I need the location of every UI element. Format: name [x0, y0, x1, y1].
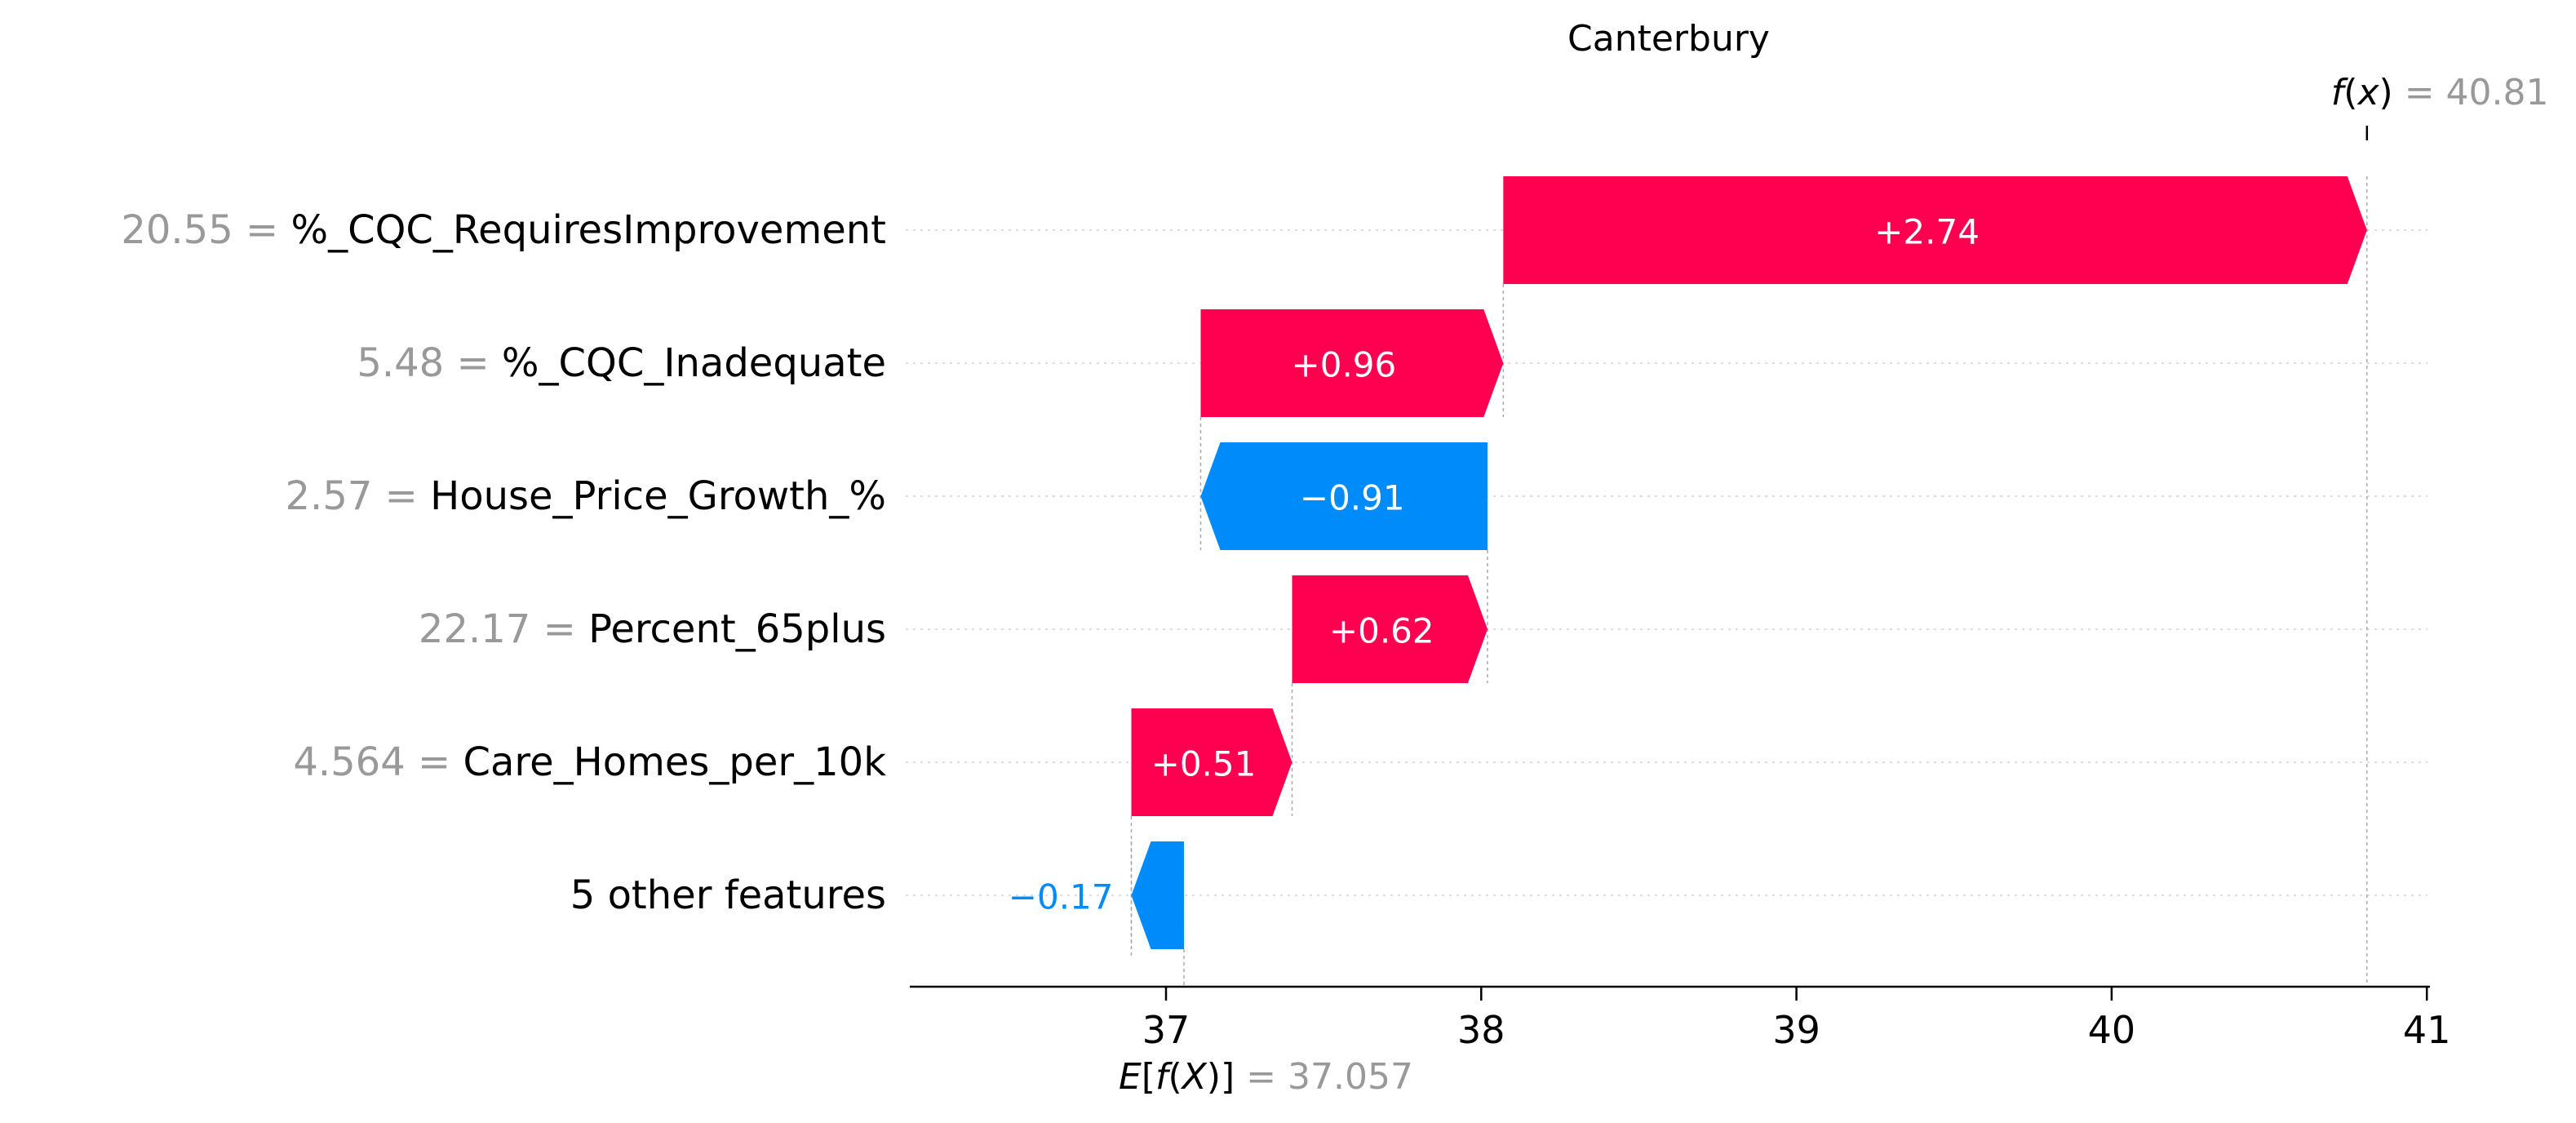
x-tick-label: 37 — [1142, 1008, 1190, 1052]
feature-label: 2.57 = House_Price_Growth_% — [286, 473, 886, 519]
feature-value: 5.48 = — [357, 340, 502, 386]
contribution-label: −0.91 — [1300, 478, 1405, 518]
x-tick-label: 41 — [2403, 1008, 2451, 1052]
contribution-bar — [1131, 841, 1185, 949]
ex-label-var: X — [1181, 1056, 1208, 1098]
feature-name: 5 other features — [570, 872, 886, 918]
feature-name: House_Price_Growth_% — [430, 473, 886, 519]
contribution-bar — [1503, 176, 2367, 284]
contribution-bars: +2.74 +0.96 −0.91 +0.62 +0.51 −0.17 — [1009, 176, 2367, 949]
feature-name: Care_Homes_per_10k — [463, 739, 886, 785]
ex-label-func: E — [1119, 1056, 1142, 1098]
fx-label: f(x) = 40.81 — [2331, 72, 2549, 113]
feature-name: Percent_65plus — [588, 606, 886, 652]
x-tick-label: 39 — [1772, 1008, 1820, 1052]
contribution-label: −0.17 — [1009, 877, 1114, 917]
x-tick-label: 40 — [2088, 1008, 2136, 1052]
fx-value: = 40.81 — [2405, 72, 2549, 113]
chart-title: Canterbury — [1567, 18, 1770, 60]
feature-name: %_CQC_Inadequate — [502, 340, 886, 386]
contribution-bar — [1200, 442, 1488, 550]
contribution-label: +0.51 — [1151, 744, 1257, 784]
feature-value: 22.17 = — [419, 606, 588, 652]
fx-label-var: x — [2356, 72, 2379, 113]
x-axis-ticks: 37 38 39 40 41 — [1142, 987, 2451, 1052]
ex-value: = 37.057 — [1246, 1056, 1413, 1098]
contribution-label: +2.74 — [1874, 212, 1980, 252]
feature-label: 4.564 = Care_Homes_per_10k — [293, 739, 886, 785]
feature-labels: 20.55 = %_CQC_RequiresImprovement 5.48 = … — [121, 207, 886, 918]
contribution-bar — [1200, 309, 1504, 417]
feature-name: %_CQC_RequiresImprovement — [291, 207, 887, 253]
feature-value: 4.564 = — [293, 739, 463, 785]
contribution-bar — [1131, 708, 1292, 816]
feature-value: 2.57 = — [286, 473, 431, 519]
connector-lines — [1130, 176, 2368, 987]
contribution-label: +0.62 — [1329, 611, 1434, 651]
x-tick-label: 38 — [1457, 1008, 1505, 1052]
feature-label: 20.55 = %_CQC_RequiresImprovement — [121, 207, 886, 253]
expected-value-label: E[f(X)] = 37.057 — [1119, 1056, 1413, 1098]
feature-value: 20.55 = — [121, 207, 290, 253]
feature-label: 5 other features — [570, 872, 886, 918]
contribution-bar — [1292, 575, 1488, 683]
contribution-label: +0.96 — [1292, 345, 1397, 385]
feature-label: 22.17 = Percent_65plus — [419, 606, 886, 652]
feature-label: 5.48 = %_CQC_Inadequate — [357, 340, 886, 386]
